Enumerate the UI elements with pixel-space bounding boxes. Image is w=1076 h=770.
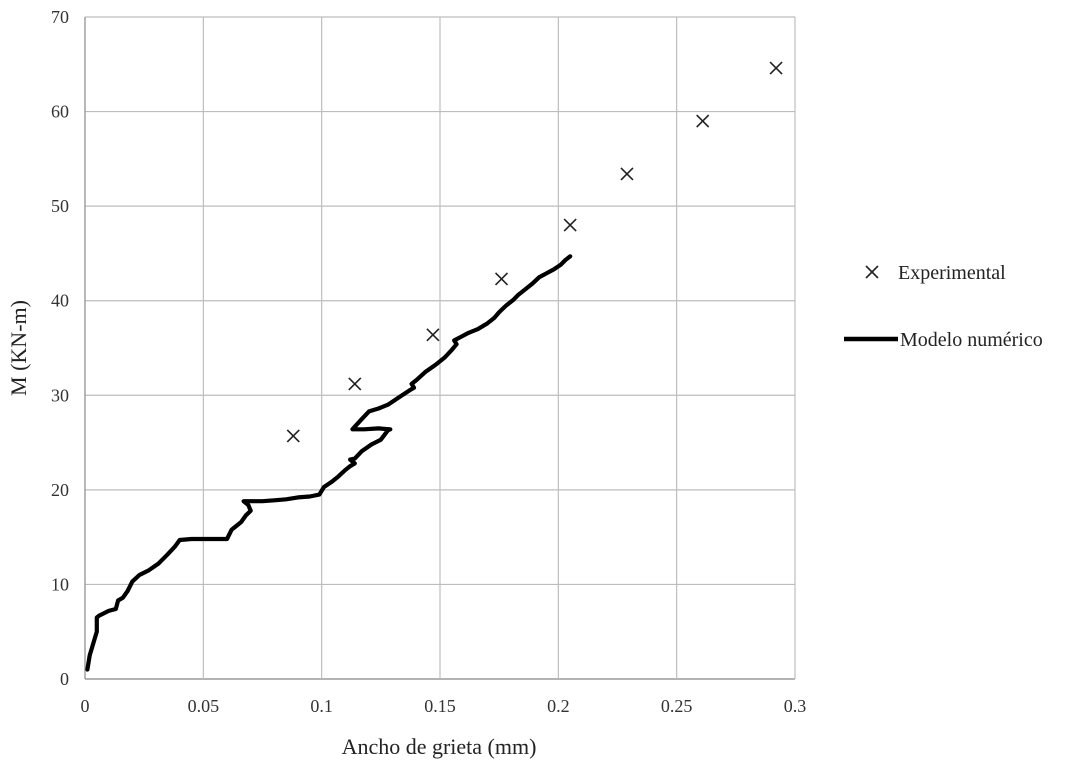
data-point-experimental <box>563 218 577 232</box>
y-axis-label: M (KN-m) <box>6 300 31 396</box>
y-tick-label: 20 <box>51 480 69 500</box>
data-point-experimental <box>286 429 300 443</box>
x-tick-label: 0.1 <box>310 696 333 716</box>
data-point-experimental <box>769 61 783 75</box>
data-point-experimental <box>696 114 710 128</box>
data-point-experimental <box>620 167 634 181</box>
legend-label-experimental: Experimental <box>898 262 1006 284</box>
legend-item-modelo-numerico: Modelo numérico <box>844 329 1043 351</box>
plot-area <box>85 61 783 672</box>
y-tick-label: 30 <box>51 385 69 405</box>
x-tick-label: 0.25 <box>661 696 693 716</box>
x-tick-label: 0.15 <box>424 696 456 716</box>
y-tick-label: 70 <box>51 7 69 27</box>
data-point-experimental <box>348 377 362 391</box>
legend-label-modelo-numerico: Modelo numérico <box>900 329 1043 351</box>
y-tick-label: 40 <box>51 291 69 311</box>
legend-marker-x-icon <box>865 265 879 279</box>
y-tick-label: 10 <box>51 574 69 594</box>
tick-labels: 0 10 20 30 40 50 60 70 0 0.05 0.1 0.15 0.2 0.25 0.3 <box>51 7 806 716</box>
x-tick-label: 0.2 <box>547 696 570 716</box>
x-tick-label: 0 <box>81 696 90 716</box>
series-line-modelo-numerico <box>85 254 573 672</box>
legend-item-experimental: Experimental <box>865 262 1006 284</box>
legend: Experimental Modelo numérico <box>844 262 1043 351</box>
data-point-experimental <box>426 328 440 342</box>
y-tick-label: 60 <box>51 102 69 122</box>
x-axis-label: Ancho de grieta (mm) <box>342 734 537 759</box>
grid <box>84 16 796 680</box>
data-point-experimental <box>494 272 509 286</box>
y-tick-label: 0 <box>60 669 69 689</box>
x-tick-label: 0.05 <box>188 696 220 716</box>
x-tick-label: 0.3 <box>784 696 807 716</box>
y-tick-label: 50 <box>51 196 69 216</box>
